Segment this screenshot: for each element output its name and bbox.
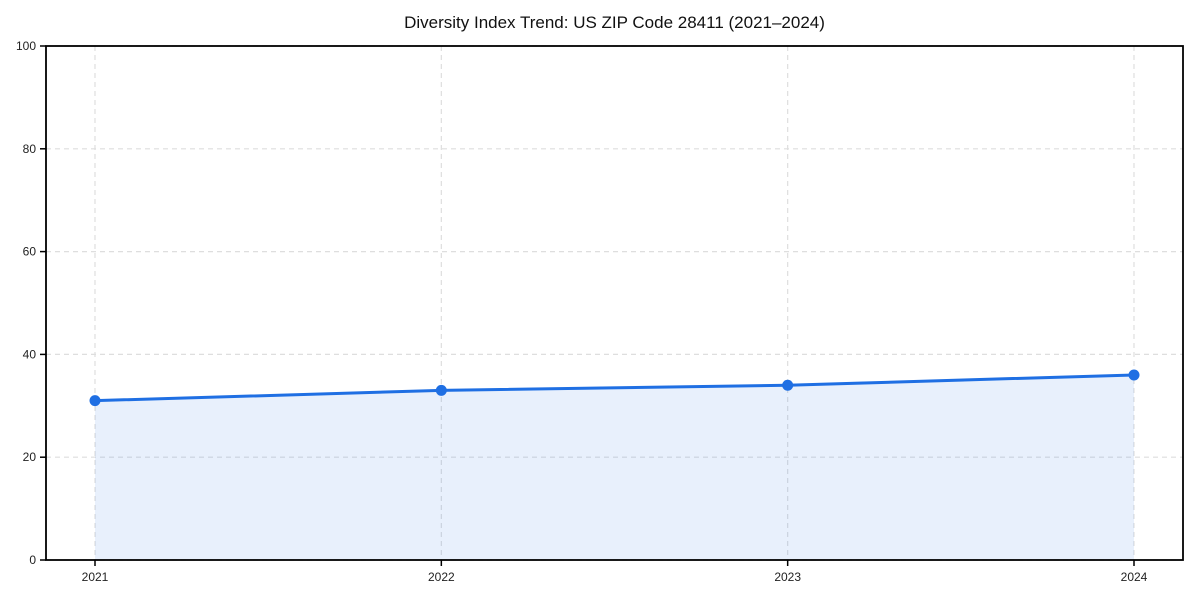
y-tick-label: 40 — [23, 347, 37, 361]
area-fill-layer — [95, 374, 1134, 560]
data-point-marker — [435, 384, 447, 396]
y-tick-label: 100 — [16, 39, 36, 53]
x-tick-label: 2022 — [428, 570, 455, 584]
tick-label-layer: 0 20 40 60 80 100 2021 2022 2023 2024 — [16, 39, 1148, 584]
line-layer — [93, 373, 1136, 403]
x-tick-label: 2024 — [1121, 570, 1148, 584]
marker-layer — [89, 369, 1140, 407]
data-point-marker — [1128, 369, 1140, 381]
x-tick-label: 2021 — [82, 570, 109, 584]
series-line — [93, 373, 1136, 403]
data-point-marker — [89, 395, 101, 407]
y-tick-label: 80 — [23, 142, 37, 156]
y-tick-label: 60 — [23, 245, 37, 259]
series-area-fill — [95, 374, 1134, 560]
x-tick-label: 2023 — [774, 570, 801, 584]
y-tick-label: 20 — [23, 450, 37, 464]
plot-border — [45, 45, 1184, 561]
tick-mark-layer — [40, 45, 1135, 566]
axes-frame-layer — [45, 45, 1184, 561]
data-point-marker — [782, 379, 794, 391]
chart-title: Diversity Index Trend: US ZIP Code 28411… — [404, 13, 825, 32]
y-tick-label: 0 — [29, 553, 36, 567]
